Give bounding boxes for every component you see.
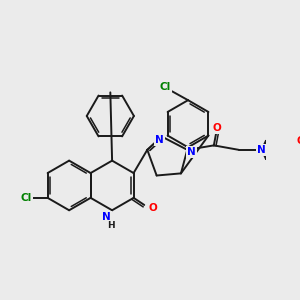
Text: O: O [297, 136, 300, 146]
Text: Cl: Cl [21, 193, 32, 203]
Text: O: O [212, 123, 221, 133]
Text: N: N [102, 212, 111, 222]
Text: N: N [187, 147, 196, 157]
Text: O: O [149, 202, 158, 213]
Text: Cl: Cl [159, 82, 171, 92]
Text: N: N [257, 145, 266, 155]
Text: H: H [107, 221, 115, 230]
Text: N: N [155, 135, 164, 145]
